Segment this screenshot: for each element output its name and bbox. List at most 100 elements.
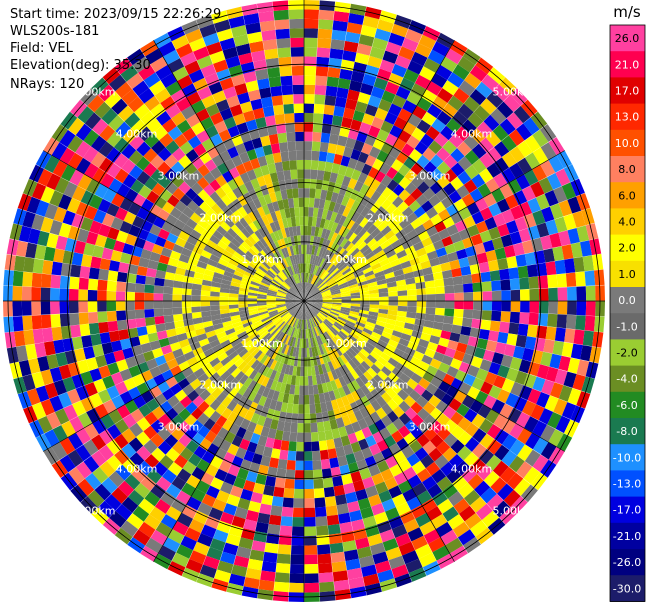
- velocity-bin: [406, 212, 419, 224]
- velocity-bin: [341, 304, 351, 309]
- velocity-bin: [136, 266, 148, 276]
- velocity-bin: [32, 258, 44, 274]
- velocity-bin: [178, 154, 192, 169]
- velocity-bin: [286, 217, 293, 228]
- velocity-bin: [151, 243, 164, 255]
- velocity-bin: [324, 274, 332, 283]
- velocity-bin: [164, 434, 179, 448]
- velocity-bin: [348, 232, 358, 243]
- velocity-bin: [334, 368, 343, 379]
- velocity-bin: [410, 218, 423, 230]
- velocity-bin: [236, 122, 249, 135]
- velocity-bin: [479, 433, 495, 449]
- velocity-bin: [435, 188, 449, 202]
- velocity-bin: [540, 142, 557, 160]
- velocity-bin: [385, 343, 397, 353]
- velocity-bin: [341, 298, 351, 301]
- velocity-bin: [377, 356, 388, 366]
- velocity-bin: [258, 579, 275, 591]
- velocity-bin: [432, 95, 448, 111]
- velocity-bin: [86, 178, 101, 195]
- velocity-bin: [454, 219, 468, 232]
- velocity-bin: [230, 314, 241, 321]
- velocity-bin: [321, 180, 330, 191]
- velocity-bin: [424, 313, 435, 322]
- velocity-bin: [200, 290, 211, 297]
- velocity-bin: [444, 285, 455, 294]
- velocity-bin: [240, 418, 251, 430]
- velocity-bin: [315, 506, 327, 517]
- velocity-bin: [293, 318, 299, 328]
- velocity-bin: [125, 301, 135, 311]
- velocity-bin: [153, 293, 164, 301]
- velocity-bin: [279, 525, 293, 536]
- velocity-bin: [288, 290, 297, 296]
- velocity-bin: [322, 113, 334, 125]
- velocity-bin: [464, 437, 480, 452]
- velocity-bin: [471, 377, 485, 391]
- velocity-bin: [406, 378, 419, 390]
- velocity-bin: [256, 175, 267, 187]
- velocity-bin: [411, 414, 424, 427]
- velocity-bin: [397, 301, 408, 307]
- velocity-bin: [280, 363, 287, 374]
- velocity-bin: [360, 231, 371, 242]
- velocity-bin: [442, 447, 457, 462]
- velocity-bin: [321, 238, 328, 249]
- velocity-bin: [359, 183, 370, 195]
- velocity-bin: [125, 356, 138, 369]
- velocity-bin: [376, 520, 392, 534]
- velocity-bin: [507, 178, 522, 194]
- velocity-bin: [273, 581, 290, 593]
- velocity-bin: [362, 476, 375, 489]
- velocity-bin: [347, 567, 363, 580]
- velocity-bin: [509, 357, 523, 371]
- velocity-bin: [391, 330, 403, 338]
- velocity-bin: [266, 271, 275, 279]
- velocity-bin: [436, 476, 452, 492]
- velocity-bin: [117, 105, 134, 122]
- velocity-bin: [143, 439, 158, 454]
- velocity-bin: [450, 148, 465, 163]
- velocity-bin: [49, 190, 64, 207]
- velocity-bin: [333, 105, 345, 117]
- velocity-bin: [432, 239, 445, 251]
- velocity-bin: [282, 312, 290, 320]
- velocity-bin: [220, 221, 231, 232]
- velocity-bin: [131, 467, 147, 483]
- velocity-bin: [388, 301, 399, 306]
- velocity-bin: [199, 564, 217, 579]
- velocity-bin: [243, 271, 254, 278]
- velocity-bin: [97, 301, 107, 312]
- colorbar-cells: 26.021.017.013.010.08.06.04.02.01.00.0-1…: [609, 24, 646, 602]
- velocity-bin: [576, 225, 590, 242]
- velocity-bin: [339, 237, 349, 248]
- velocity-bin: [304, 451, 313, 461]
- velocity-bin: [486, 439, 502, 455]
- velocity-bin: [50, 274, 61, 289]
- velocity-bin: [278, 322, 287, 331]
- velocity-bin: [249, 313, 260, 319]
- velocity-bin: [261, 215, 270, 226]
- velocity-bin: [286, 303, 296, 308]
- velocity-bin: [387, 234, 399, 245]
- velocity-bin: [385, 41, 402, 55]
- velocity-bin: [235, 43, 251, 56]
- velocity-bin: [287, 141, 296, 152]
- colorbar-tick-label: -1.0: [616, 320, 637, 333]
- velocity-bin: [297, 235, 301, 245]
- velocity-bin: [331, 255, 340, 265]
- colorbar-tick-label: -4.0: [616, 373, 637, 386]
- velocity-bin: [381, 186, 393, 199]
- velocity-bin: [329, 172, 338, 183]
- velocity-bin: [249, 549, 265, 562]
- velocity-bin: [501, 135, 517, 152]
- range-ring-label: 3.00km: [158, 421, 200, 434]
- velocity-bin: [163, 308, 173, 316]
- velocity-bin: [248, 369, 258, 380]
- velocity-bin: [318, 344, 325, 355]
- velocity-bin: [290, 287, 298, 295]
- velocity-bin: [304, 159, 312, 170]
- velocity-bin: [250, 334, 261, 343]
- velocity-bin: [479, 418, 494, 434]
